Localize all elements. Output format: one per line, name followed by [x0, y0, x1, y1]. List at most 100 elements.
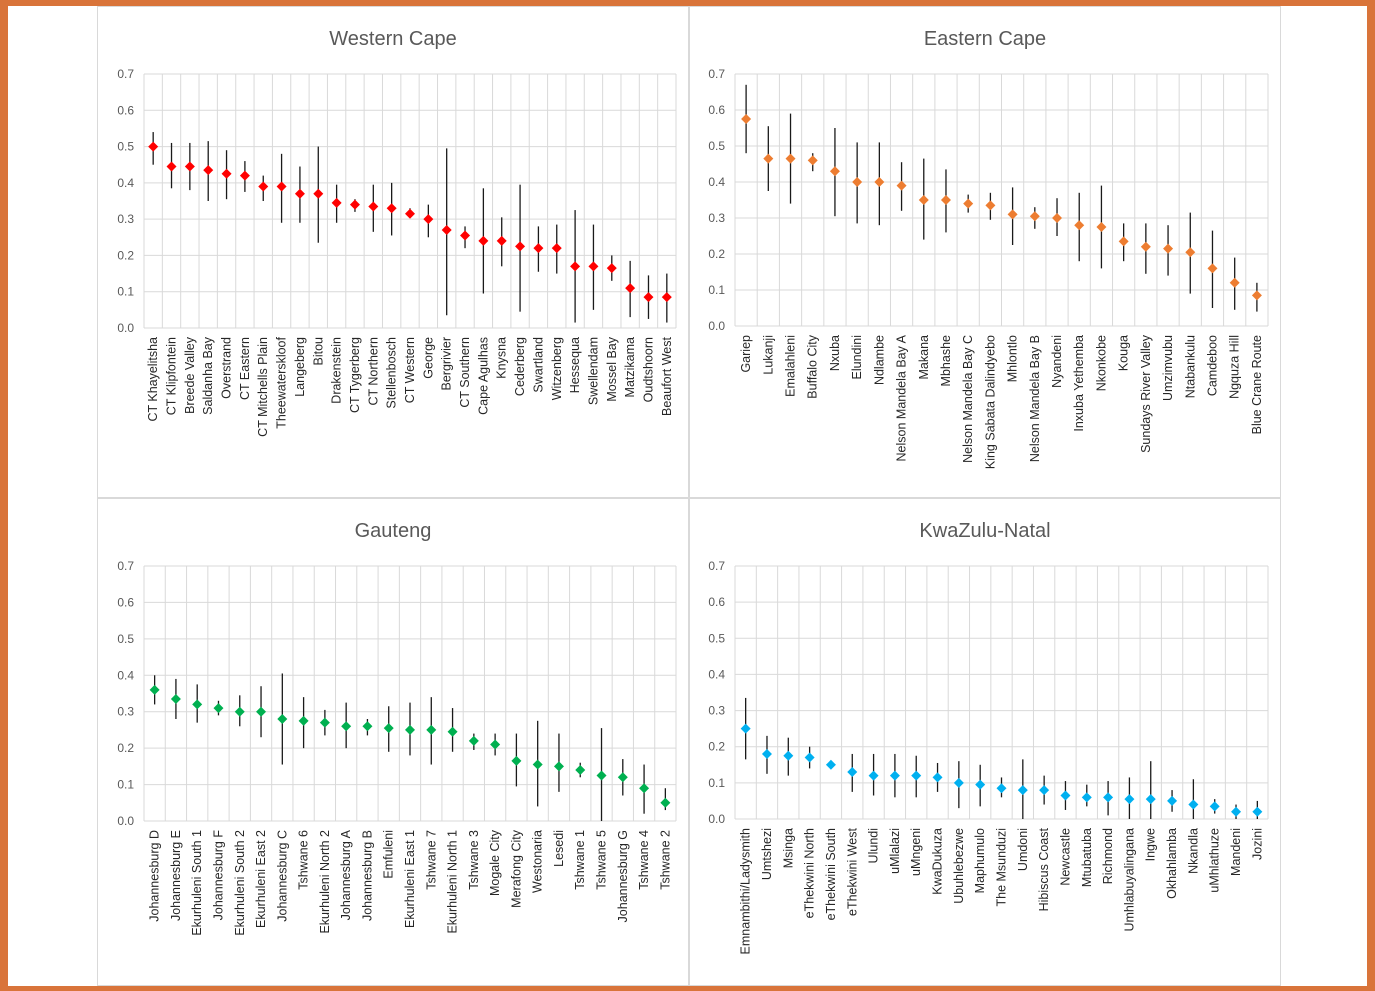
data-point: [423, 214, 434, 225]
data-point: [661, 292, 672, 303]
data-point: [277, 714, 288, 724]
data-point: [386, 203, 397, 214]
x-tick-label: Tshwane 3: [467, 830, 481, 890]
x-tick-label: Emalahleni: [784, 335, 798, 397]
x-tick-label: Nelson Mandela Bay B: [1028, 335, 1042, 462]
data-point: [596, 770, 607, 781]
data-point: [975, 779, 986, 790]
x-tick-label: CT Khayelitsha: [146, 337, 160, 422]
chart-title: Eastern Cape: [924, 28, 1046, 50]
x-tick-label: Elundini: [850, 335, 864, 379]
x-tick-label: Msinga: [781, 828, 795, 868]
x-tick-label: Witzenberg: [550, 337, 564, 400]
data-point: [1029, 211, 1040, 222]
data-point: [1103, 792, 1114, 803]
data-point: [829, 166, 840, 177]
data-point: [1251, 290, 1262, 301]
x-tick-label: Nyandeni: [1050, 335, 1064, 388]
data-point: [405, 208, 415, 219]
y-tick-label: 0.0: [117, 814, 134, 828]
x-tick-label: Tshwane 6: [297, 830, 311, 890]
data-point: [996, 783, 1007, 794]
y-tick-label: 0.5: [708, 631, 725, 645]
x-tick-label: Emnambithi/Ladysmith: [739, 828, 753, 954]
data-point: [460, 230, 471, 241]
data-point: [606, 263, 617, 274]
x-tick-label: Lukanji: [761, 335, 775, 375]
panel-3: KwaZulu-Natal 0.0 0.1 0.2 0.3 0.4 0.5 0.6 0.7 Emn…: [689, 498, 1281, 986]
data-point: [553, 761, 564, 772]
y-tick-label: 0.7: [117, 67, 134, 81]
data-point: [166, 161, 177, 172]
data-point: [1185, 247, 1196, 258]
data-point: [1163, 243, 1174, 254]
data-point: [1140, 241, 1151, 252]
data-point: [258, 181, 269, 192]
data-point: [533, 243, 544, 254]
x-tick-label: Theewaterskloof: [275, 336, 289, 428]
data-point: [148, 141, 159, 152]
chart-title: Western Cape: [329, 28, 456, 50]
data-point: [1039, 785, 1050, 796]
x-tick-label: Johannesburg C: [275, 830, 289, 922]
data-point: [639, 783, 650, 794]
data-point: [298, 715, 309, 726]
data-point: [256, 706, 267, 717]
x-tick-label: uMhlathuze: [1208, 828, 1222, 893]
y-tick-label: 0.7: [708, 67, 725, 81]
data-point: [184, 161, 195, 172]
data-point: [1074, 220, 1085, 231]
y-tick-label: 0.2: [117, 248, 134, 262]
x-tick-label: KwaDukuza: [931, 828, 945, 895]
data-point: [575, 765, 586, 775]
x-tick-label: Nelson Mandela Bay A: [895, 334, 909, 461]
y-tick-label: 0.0: [708, 812, 725, 826]
x-tick-label: Richmond: [1101, 828, 1115, 884]
x-tick-label: Knysna: [495, 337, 509, 379]
data-point: [239, 170, 250, 181]
panel-1: Eastern Cape 0.0 0.1 0.2 0.3 0.4 0.5 0.6 0.7 Gari…: [689, 6, 1281, 498]
x-tick-label: Ingwe: [1144, 828, 1158, 861]
panel-border: [689, 6, 1281, 498]
x-tick-label: Nxuba: [828, 335, 842, 371]
y-tick-label: 0.5: [117, 632, 134, 646]
data-point: [1145, 794, 1156, 805]
data-point: [170, 693, 181, 704]
x-tick-label: Johannesburg G: [616, 830, 630, 922]
x-tick-label: Tshwane 2: [658, 830, 672, 890]
x-tick-label: Ubuhlebezwe: [952, 828, 966, 904]
x-tick-label: eThekwini West: [845, 827, 859, 916]
x-tick-label: Mossel Bay: [605, 336, 619, 401]
panel-border: [689, 498, 1281, 986]
data-point: [551, 243, 562, 254]
chart-title: Gauteng: [355, 520, 432, 542]
data-point: [1017, 785, 1028, 796]
data-point: [953, 777, 964, 788]
x-tick-label: Mtubatuba: [1080, 828, 1094, 887]
chart-figure: Western Cape 0.0 0.1 0.2 0.3 0.4 0.5 0.6 0.7 CT K…: [8, 6, 1367, 986]
y-tick-label: 0.7: [117, 559, 134, 573]
x-tick-label: Nkandla: [1186, 828, 1200, 874]
x-tick-label: Hibiscus Coast: [1037, 827, 1051, 911]
y-tick-label: 0.6: [708, 595, 725, 609]
x-tick-label: Umdoni: [1016, 828, 1030, 871]
data-point: [441, 225, 452, 236]
data-point: [804, 752, 815, 763]
x-tick-label: CT Eastern: [238, 337, 252, 400]
y-tick-label: 0.1: [708, 776, 725, 790]
x-tick-label: Ekurhuleni North 2: [318, 830, 332, 934]
data-point: [368, 201, 379, 212]
x-tick-label: Tshwane 4: [637, 830, 651, 890]
y-tick-label: 0.4: [708, 175, 725, 189]
y-tick-label: 0.4: [117, 176, 134, 190]
data-point: [1124, 794, 1135, 805]
x-tick-label: Mhlontlo: [1006, 335, 1020, 382]
data-point: [426, 724, 437, 735]
data-point: [213, 703, 224, 714]
data-point: [783, 750, 794, 761]
x-tick-label: Hessequa: [568, 337, 582, 393]
data-point: [1231, 806, 1242, 817]
x-tick-label: eThekwini North: [803, 828, 817, 918]
data-point: [1252, 806, 1263, 817]
x-tick-label: CT Southern: [458, 337, 472, 408]
